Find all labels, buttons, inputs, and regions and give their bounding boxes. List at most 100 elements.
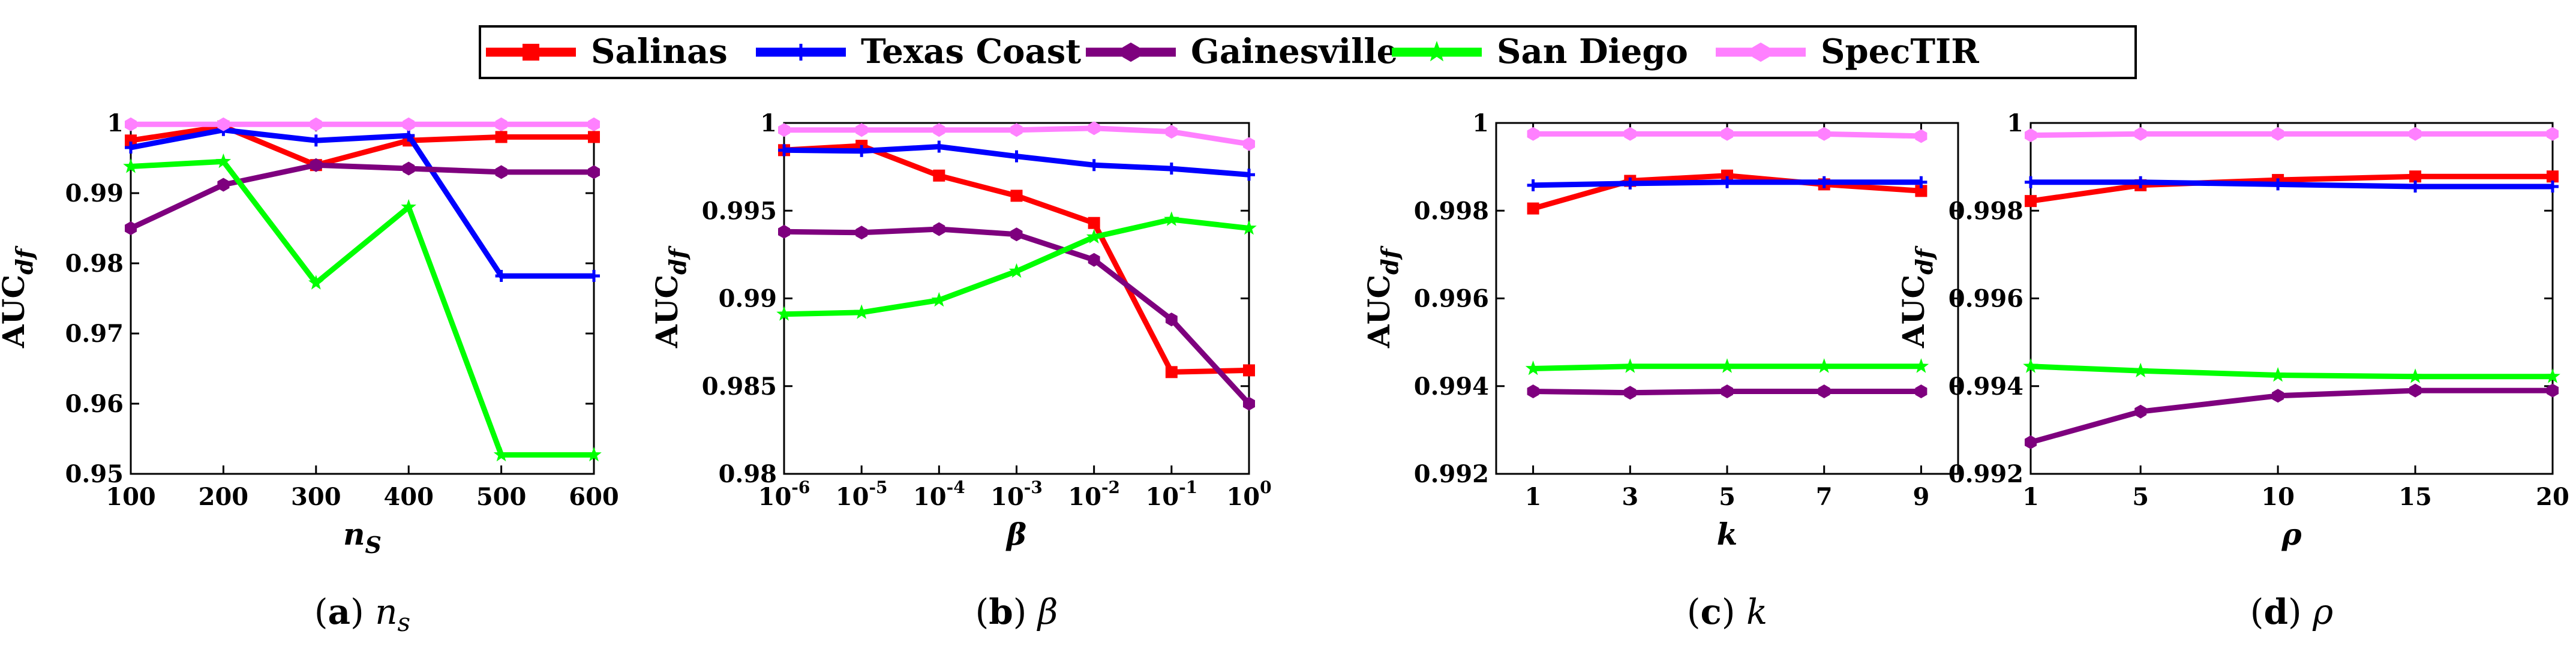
data-point [310, 117, 322, 131]
y-tick-label: 0.96 [65, 390, 124, 418]
data-point [403, 130, 415, 142]
data-point [2547, 181, 2559, 193]
data-point [1622, 358, 1638, 373]
series-line [783, 143, 1250, 375]
y-tick-label: 0.996 [1948, 285, 2023, 313]
legend-marker [523, 44, 539, 61]
y-tick-label: 0.994 [1948, 372, 2023, 401]
data-point [2547, 170, 2559, 183]
data-point [1088, 253, 1100, 267]
series-line [130, 158, 594, 458]
y-tick-label: 0.996 [1414, 285, 1489, 313]
series-san-diego [2023, 358, 2560, 383]
series-line [130, 124, 594, 168]
data-point [1915, 185, 1928, 197]
data-point [1527, 202, 1539, 215]
series-spectir [1527, 127, 1928, 143]
data-point [855, 226, 868, 240]
legend-label: Salinas [591, 32, 728, 71]
y-tick-label: 0.998 [1948, 197, 2023, 225]
data-point [1165, 313, 1178, 327]
data-point [1915, 384, 1928, 398]
x-tick-label: 100 [1226, 477, 1271, 511]
data-point [215, 153, 232, 169]
series-spectir [125, 117, 600, 131]
y-tick-label: 0.992 [1948, 460, 2023, 488]
legend-marker [792, 44, 809, 61]
x-tick-label: 200 [199, 483, 249, 511]
x-tick-label: 100 [106, 483, 156, 511]
data-point [2272, 178, 2284, 191]
y-tick-label: 0.99 [719, 285, 777, 313]
legend-entry-salinas: Salinas [486, 32, 728, 71]
data-point [1088, 121, 1100, 136]
x-tick-label: 10-6 [758, 477, 810, 511]
data-point [1164, 211, 1179, 226]
data-point [1913, 358, 1929, 373]
data-point [1165, 366, 1178, 378]
data-point [1243, 396, 1255, 411]
series-gainesville [125, 158, 600, 235]
series-spectir [2025, 127, 2559, 142]
legend-entry-spectir: SpecTIR [1716, 32, 1979, 71]
data-point [310, 158, 322, 172]
data-point [1010, 190, 1023, 202]
legend: Salinas Texas Coast Gainesville San Diego Sp… [479, 25, 2137, 79]
panel-caption: (b) β [975, 591, 1058, 632]
legend-entry-gainesville: Gainesville [1086, 32, 1398, 71]
data-point [1915, 176, 1928, 188]
y-tick-label: 0.95 [65, 460, 124, 488]
x-tick-label: 20 [2536, 483, 2569, 511]
data-point [495, 270, 508, 283]
series-gainesville [2025, 383, 2559, 449]
data-point [217, 117, 230, 131]
x-tick-label: 7 [1816, 483, 1833, 511]
series-texas-coast [778, 140, 1255, 181]
data-point [1010, 123, 1023, 137]
data-point [1624, 177, 1637, 190]
data-point [933, 123, 945, 137]
data-point [1719, 358, 1735, 373]
legend-marker [1122, 42, 1139, 62]
y-tick-label: 1 [1472, 109, 1489, 137]
data-point [778, 123, 790, 137]
data-point [1818, 127, 1830, 141]
series-texas-coast [1527, 176, 1928, 191]
data-point [493, 446, 509, 462]
legend-marker [1752, 42, 1769, 62]
data-point [2272, 127, 2284, 141]
data-point [495, 165, 508, 179]
data-point [2409, 181, 2422, 193]
series-gainesville [778, 222, 1255, 411]
series-line [783, 226, 1251, 406]
data-point [125, 141, 137, 154]
series-gainesville [1527, 384, 1928, 400]
data-point [1721, 127, 1733, 141]
y-axis-label: AUCdf [1896, 245, 1938, 348]
data-point [776, 306, 792, 321]
data-point [1527, 384, 1539, 398]
data-point [586, 446, 602, 462]
y-tick-label: 0.98 [719, 460, 777, 488]
x-tick-label: 15 [2398, 483, 2432, 511]
y-axis-label: AUCdf [649, 245, 691, 348]
x-tick-label: 10-2 [1068, 477, 1120, 511]
x-tick-label: 5 [2132, 483, 2149, 511]
series-texas-coast [2025, 176, 2559, 193]
series-line [2031, 179, 2553, 190]
x-tick-label: 1 [2022, 483, 2039, 511]
data-point [1525, 360, 1541, 375]
legend-entry-san-diego: San Diego [1392, 32, 1688, 71]
y-tick-label: 0.995 [702, 197, 777, 225]
x-tick-label: 10 [2261, 483, 2295, 511]
legend-entry-texas-coast: Texas Coast [756, 32, 1081, 71]
plot-area [783, 122, 1250, 475]
data-point [855, 145, 868, 157]
data-point [1086, 229, 1102, 244]
panel-caption: (a) ns [314, 591, 410, 637]
data-point [310, 134, 322, 147]
data-point [2025, 176, 2037, 188]
data-point [1243, 137, 1255, 151]
data-point [2134, 176, 2147, 188]
